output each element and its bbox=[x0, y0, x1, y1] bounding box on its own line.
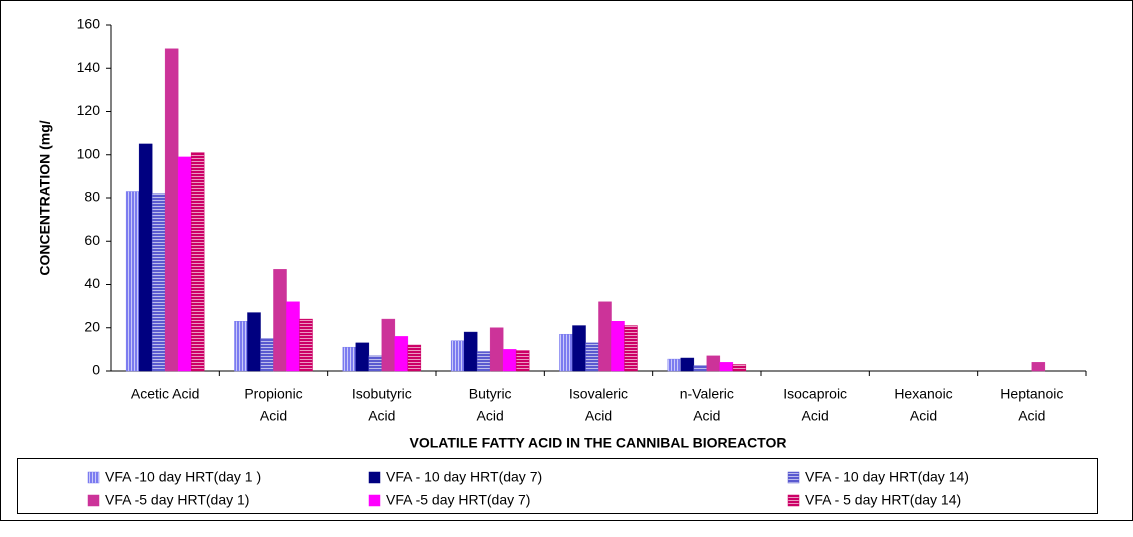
x-tick-label: Acetic Acid bbox=[131, 386, 199, 402]
y-tick-label: 140 bbox=[77, 59, 101, 75]
bar bbox=[572, 325, 586, 372]
legend-label: VFA - 5 day HRT(day 14) bbox=[805, 492, 961, 508]
bar bbox=[381, 318, 396, 372]
legend-swatch bbox=[368, 471, 381, 484]
x-tick-label: Propionic bbox=[244, 386, 302, 402]
bar bbox=[463, 331, 478, 372]
legend-swatch bbox=[787, 494, 800, 507]
bar bbox=[732, 364, 747, 372]
bar bbox=[667, 358, 682, 372]
x-tick-label: Isobutyric bbox=[352, 386, 412, 402]
bar bbox=[598, 301, 612, 372]
bar bbox=[407, 344, 422, 372]
x-tick-label: Acid bbox=[802, 408, 829, 424]
bar bbox=[190, 152, 205, 372]
bar bbox=[342, 346, 357, 372]
x-tick-label: n-Valeric bbox=[680, 386, 734, 402]
bar bbox=[394, 336, 409, 372]
bar bbox=[286, 301, 300, 372]
bar bbox=[1031, 362, 1046, 372]
bar bbox=[515, 350, 530, 372]
legend-label: VFA - 10 day HRT(day 14) bbox=[805, 469, 969, 485]
bar bbox=[706, 355, 721, 372]
x-tick-label: Acid bbox=[260, 408, 287, 424]
y-tick-label: 0 bbox=[92, 362, 100, 378]
legend-swatch bbox=[87, 494, 100, 507]
x-tick-label: Acid bbox=[910, 408, 937, 424]
legend-swatch bbox=[368, 494, 381, 507]
x-tick-label: Hexanoic bbox=[894, 386, 952, 402]
bar bbox=[151, 193, 166, 372]
y-tick-label: 80 bbox=[84, 189, 100, 205]
bar bbox=[247, 312, 261, 372]
x-tick-label: Acid bbox=[693, 408, 720, 424]
bar bbox=[299, 318, 313, 372]
x-axis-title: VOLATILE FATTY ACID IN THE CANNIBAL BIOR… bbox=[410, 435, 787, 451]
legend-label: VFA -5 day HRT(day 1) bbox=[105, 492, 249, 508]
bar bbox=[450, 340, 465, 372]
bar bbox=[125, 191, 140, 372]
bar bbox=[680, 357, 695, 372]
bar bbox=[502, 349, 517, 372]
legend-label: VFA - 10 day HRT(day 7) bbox=[386, 469, 542, 485]
bar bbox=[585, 342, 599, 372]
bar bbox=[489, 327, 504, 372]
legend-label: VFA -10 day HRT(day 1 ) bbox=[105, 469, 261, 485]
y-tick-label: 20 bbox=[84, 318, 100, 334]
legend-swatch bbox=[87, 471, 100, 484]
x-tick-label: Acid bbox=[477, 408, 504, 424]
bar bbox=[368, 355, 383, 372]
bar bbox=[273, 269, 287, 372]
bar bbox=[476, 351, 491, 372]
legend-box bbox=[17, 458, 1098, 514]
legend-label: VFA -5 day HRT(day 7) bbox=[386, 492, 530, 508]
y-tick-label: 60 bbox=[84, 232, 100, 248]
bar bbox=[260, 338, 274, 372]
y-tick-label: 40 bbox=[84, 275, 100, 291]
y-tick-label: 100 bbox=[77, 145, 101, 161]
x-tick-label: Butyric bbox=[469, 386, 512, 402]
bar bbox=[164, 48, 179, 372]
bar bbox=[559, 333, 573, 372]
x-tick-label: Acid bbox=[1018, 408, 1045, 424]
legend-swatch bbox=[787, 471, 800, 484]
bar bbox=[234, 321, 248, 372]
bar bbox=[355, 342, 370, 372]
x-tick-label: Acid bbox=[368, 408, 395, 424]
x-tick-label: Heptanoic bbox=[1000, 386, 1063, 402]
y-tick-label: 160 bbox=[77, 16, 101, 32]
x-tick-label: Acid bbox=[585, 408, 612, 424]
bar bbox=[693, 365, 708, 372]
bar bbox=[611, 321, 625, 372]
bar bbox=[719, 362, 734, 372]
bar bbox=[138, 143, 153, 372]
x-tick-label: Isovaleric bbox=[569, 386, 628, 402]
bar bbox=[177, 156, 192, 372]
x-tick-label: Isocaproic bbox=[783, 386, 847, 402]
y-tick-label: 120 bbox=[77, 102, 101, 118]
bar bbox=[624, 325, 638, 372]
y-axis-title: CONCENTRATION (mg/ bbox=[37, 120, 53, 275]
